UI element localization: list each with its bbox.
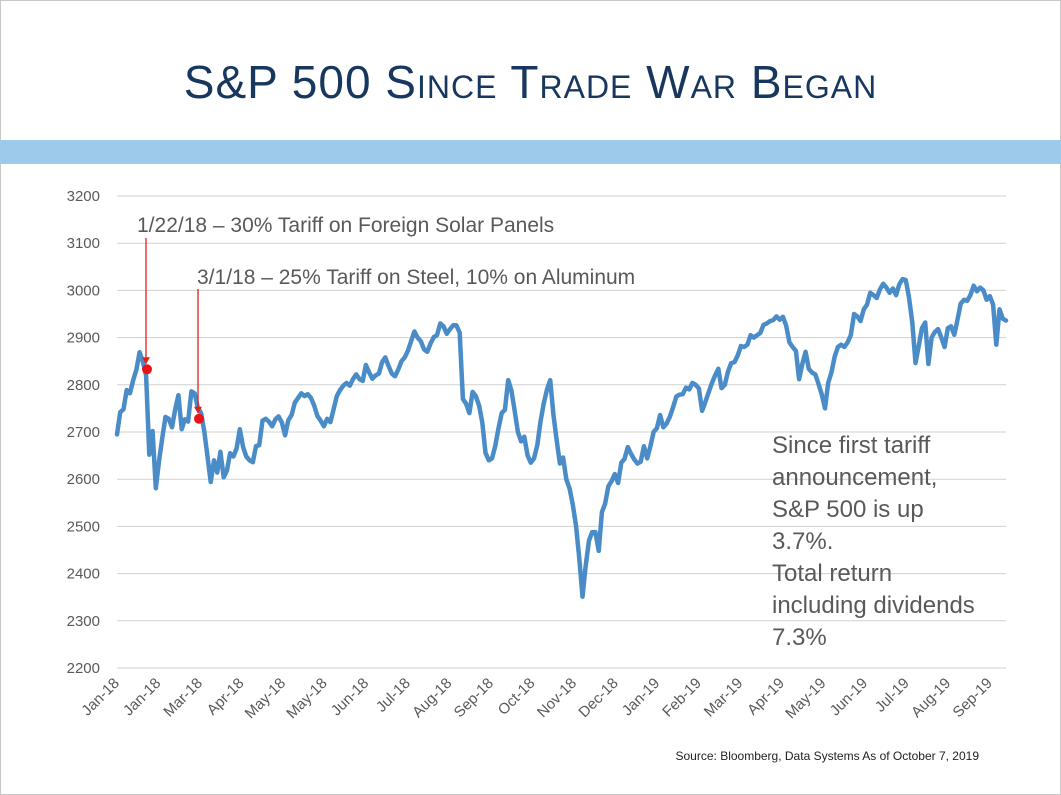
y-tick-label: 2700 xyxy=(67,424,100,441)
y-tick-label: 3100 xyxy=(67,235,100,252)
x-tick-label: Jan-18 xyxy=(78,675,122,719)
y-tick-label: 2900 xyxy=(67,330,100,347)
y-tick-label: 3000 xyxy=(67,282,100,299)
x-tick-label: Apr-18 xyxy=(204,675,248,719)
x-tick-label: Jul-18 xyxy=(373,675,414,716)
annotation-label: 1/22/18 – 30% Tariff on Foreign Solar Pa… xyxy=(137,214,554,237)
y-tick-label: 2300 xyxy=(67,613,100,630)
x-tick-label: Sep-18 xyxy=(451,675,497,721)
annotation-arrowhead xyxy=(142,357,150,365)
note-line: including dividends xyxy=(772,592,975,619)
note-line: 3.7%. xyxy=(772,528,834,555)
y-tick-label: 2600 xyxy=(67,471,100,488)
x-tick-label: Jun-19 xyxy=(827,675,871,719)
x-tick-label: Nov-18 xyxy=(534,675,580,721)
x-tick-label: Feb-19 xyxy=(659,675,705,721)
x-tick-label: May-18 xyxy=(283,675,330,722)
annotation-marker xyxy=(142,364,152,375)
x-tick-label: Jan-19 xyxy=(619,675,663,719)
sp500-series-line xyxy=(114,276,1009,599)
slide-title: S&P 500 Since Trade War Began xyxy=(183,56,878,108)
annotation-marker xyxy=(194,413,204,424)
note-line: 7.3% xyxy=(772,624,827,651)
note-line: Since first tariff xyxy=(772,432,931,459)
note-line: Total return xyxy=(772,560,893,587)
source-note: Source: Bloomberg, Data Systems As of Oc… xyxy=(675,749,980,763)
x-tick-label: Sep-19 xyxy=(950,675,996,721)
x-tick-label: May-18 xyxy=(242,675,289,722)
x-tick-label: Dec-18 xyxy=(575,675,621,721)
note-line: S&P 500 is up xyxy=(772,496,924,523)
x-tick-label: Aug-19 xyxy=(908,675,954,721)
y-tick-label: 2800 xyxy=(67,377,100,394)
annotation-arrowhead xyxy=(194,406,202,414)
note-line: announcement, xyxy=(772,464,938,491)
x-tick-label: Oct-18 xyxy=(495,675,539,719)
annotation-label: 3/1/18 – 25% Tariff on Steel, 10% on Alu… xyxy=(197,266,635,289)
x-tick-label: Apr-19 xyxy=(744,675,788,719)
y-tick-label: 2500 xyxy=(67,518,100,535)
x-tick-label: Jul-19 xyxy=(872,675,913,716)
x-tick-label: Jun-18 xyxy=(328,675,372,719)
x-tick-label: Mar-19 xyxy=(701,675,747,721)
x-tick-label: Jan-18 xyxy=(120,675,164,719)
x-tick-label: Aug-18 xyxy=(409,675,455,721)
y-tick-label: 2400 xyxy=(67,566,100,583)
x-tick-label: Mar-18 xyxy=(160,675,206,721)
y-tick-label: 2200 xyxy=(67,660,100,677)
x-tick-label: May-19 xyxy=(782,675,829,722)
accent-band xyxy=(0,140,1061,164)
performance-note: Since first tariff announcement, S&P 500… xyxy=(772,430,1032,654)
y-tick-label: 3200 xyxy=(67,188,100,205)
